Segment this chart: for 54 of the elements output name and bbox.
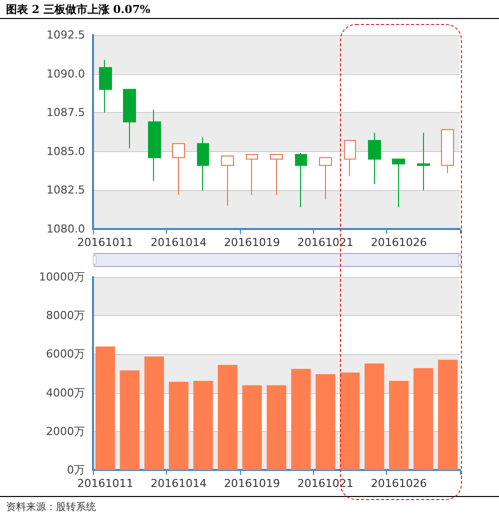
- x-tick-label: 20161011: [77, 477, 134, 490]
- bar: [414, 368, 434, 470]
- x-tick-label: 20161011: [77, 236, 134, 249]
- candlestick: [123, 88, 136, 149]
- bar: [144, 356, 164, 470]
- x-tick-label: 20161026: [370, 236, 427, 249]
- candlestick: [368, 132, 381, 184]
- x-tick-label: 20161019: [224, 477, 280, 490]
- bar: [120, 370, 140, 470]
- bar: [438, 360, 458, 470]
- candlestick: [99, 59, 112, 114]
- bar: [364, 363, 384, 470]
- y-tick-label: 1087.5: [46, 106, 85, 120]
- y-tick-label: 4000万: [46, 386, 85, 400]
- candlestick: [295, 152, 307, 208]
- bar: [291, 368, 311, 470]
- candlestick: [197, 136, 209, 191]
- bar: [218, 364, 238, 470]
- candlestick: [417, 132, 430, 191]
- bar: [242, 385, 262, 470]
- candlestick: [221, 156, 234, 206]
- candlestick: [148, 108, 161, 182]
- candlestick: [344, 140, 356, 177]
- y-tick-label: 1080.0: [46, 222, 85, 236]
- bar: [95, 346, 116, 470]
- candlestick: [392, 158, 405, 208]
- y-tick-label: 2000万: [46, 424, 85, 438]
- text: 资料来源：股转系统: [6, 500, 96, 514]
- y-tick-label: 10000万: [39, 270, 85, 284]
- y-tick-label: 1092.5: [46, 28, 85, 42]
- bar: [316, 374, 336, 470]
- bar: [193, 380, 213, 470]
- x-tick-label: 20161014: [150, 236, 207, 249]
- bar: [340, 372, 360, 470]
- bar: [266, 385, 286, 470]
- chart-title: 图表 2 三板做市上涨 0.07%: [6, 2, 150, 17]
- candlestick: [246, 154, 258, 196]
- candlestick: [270, 154, 283, 196]
- x-tick-label: 20161014: [150, 477, 207, 490]
- y-tick-label: 1090.0: [46, 67, 85, 80]
- y-tick-label: 0万: [67, 464, 85, 476]
- y-tick-label: 1082.5: [46, 184, 85, 197]
- y-tick-label: 6000万: [46, 348, 85, 361]
- bar: [168, 382, 188, 470]
- y-tick-label: 8000万: [46, 309, 85, 322]
- y-tick-label: 1085.0: [46, 144, 85, 158]
- bar: [389, 380, 409, 470]
- x-tick-label: 20161019: [224, 236, 280, 249]
- candlestick: [441, 129, 454, 174]
- x-tick-label: 20161021: [297, 236, 354, 249]
- x-tick-label: 20161026: [370, 477, 427, 490]
- candlestick: [319, 157, 332, 200]
- x-tick-label: 20161021: [297, 477, 354, 490]
- candlestick: [172, 143, 185, 196]
